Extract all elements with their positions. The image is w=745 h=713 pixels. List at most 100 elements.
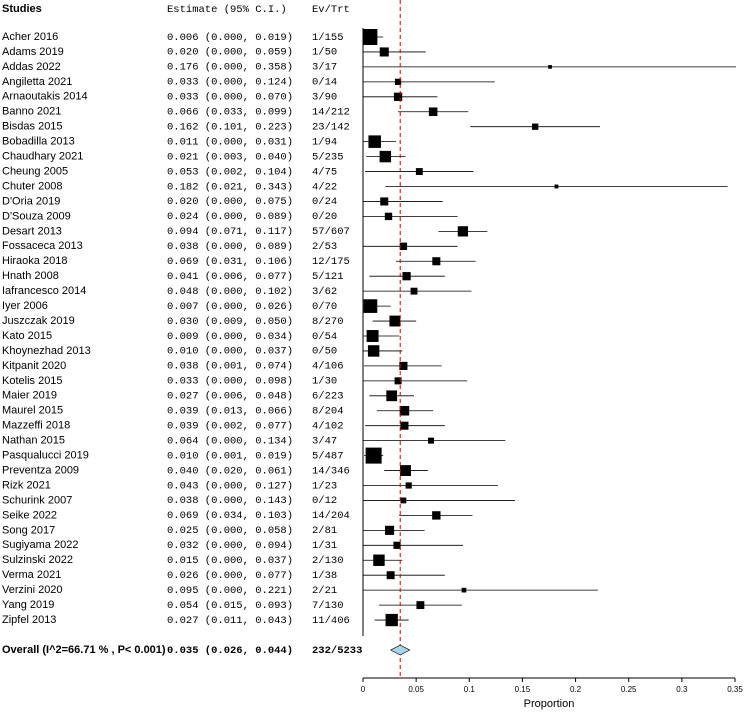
estimate-ci: 0.020 (0.000, 0.075) [167, 196, 293, 208]
estimate-ci: 0.038 (0.001, 0.074) [167, 361, 293, 373]
estimate-box [393, 541, 401, 549]
estimate-box [367, 345, 380, 357]
estimate-box [386, 571, 395, 580]
study-name: Chuter 2008 [2, 180, 63, 192]
events: 4/102 [312, 420, 344, 432]
estimate-ci: 0.066 (0.033, 0.099) [167, 107, 293, 119]
overall-diamond [389, 644, 411, 656]
x-tick-label: 0.1 [464, 685, 476, 694]
study-name: Chaudhary 2021 [2, 151, 83, 163]
estimate-box [461, 587, 467, 593]
study-name: Angiletta 2021 [2, 76, 72, 88]
events: 3/17 [312, 62, 337, 74]
events: 0/24 [312, 196, 337, 208]
estimate-box [416, 601, 425, 610]
events: 1/23 [312, 480, 337, 492]
x-tick-label: 0.2 [570, 685, 582, 694]
estimate-ci: 0.048 (0.000, 0.102) [167, 286, 293, 298]
study-name: Nathan 2015 [2, 435, 65, 447]
events: 5/121 [312, 271, 344, 283]
x-axis-label: Proportion [524, 698, 575, 710]
estimate-ci: 0.069 (0.034, 0.103) [167, 510, 293, 522]
events: 0/12 [312, 495, 337, 507]
estimate-box [405, 482, 412, 489]
estimate-box [399, 405, 410, 416]
events: 3/90 [312, 92, 337, 104]
estimate-box [385, 613, 398, 627]
estimate-box [415, 168, 423, 175]
events: 2/130 [312, 555, 344, 567]
estimate-box [379, 150, 392, 163]
study-name: Arnaoutakis 2014 [2, 91, 88, 103]
events: 1/50 [312, 47, 337, 59]
events: 14/346 [312, 465, 350, 477]
estimate-ci: 0.176 (0.000, 0.358) [167, 62, 293, 74]
overall-label: Overall (I^2=66.71 % , P< 0.001) [2, 644, 166, 656]
study-name: Verzini 2020 [2, 584, 63, 596]
estimate-box [400, 465, 411, 476]
estimate-ci: 0.020 (0.000, 0.059) [167, 47, 293, 59]
estimate-ci: 0.032 (0.000, 0.094) [167, 540, 293, 552]
study-name: Schurink 2007 [2, 494, 72, 506]
estimate-box [386, 390, 398, 402]
study-name: Hnath 2008 [2, 270, 59, 282]
events: 3/62 [312, 286, 337, 298]
events: 1/30 [312, 376, 337, 388]
estimate-box [402, 272, 411, 281]
estimate-box [399, 361, 408, 370]
events: 14/204 [312, 510, 350, 522]
events: 0/70 [312, 301, 337, 313]
events: 12/175 [312, 256, 350, 268]
study-name: Acher 2016 [2, 31, 58, 43]
estimate-ci: 0.009 (0.000, 0.034) [167, 331, 293, 343]
estimate-ci: 0.095 (0.000, 0.221) [167, 585, 293, 597]
estimate-ci: 0.033 (0.000, 0.124) [167, 77, 293, 89]
estimate-box [432, 511, 441, 520]
events: 2/81 [312, 525, 337, 537]
study-name: Bisdas 2015 [2, 121, 63, 133]
estimate-box [428, 107, 438, 117]
estimate-ci: 0.024 (0.000, 0.089) [167, 211, 293, 223]
events: 1/94 [312, 136, 337, 148]
estimate-box [373, 554, 385, 566]
study-name: D'Souza 2009 [2, 210, 71, 222]
estimate-ci: 0.069 (0.031, 0.106) [167, 256, 293, 268]
study-name: Iafrancesco 2014 [2, 285, 86, 297]
estimate-ci: 0.011 (0.000, 0.031) [167, 136, 293, 148]
estimate-box [410, 287, 418, 295]
estimate-ci: 0.010 (0.001, 0.019) [167, 450, 293, 462]
estimate-ci: 0.025 (0.000, 0.058) [167, 525, 293, 537]
estimate-box [393, 92, 403, 101]
study-name: Rizk 2021 [2, 479, 51, 491]
events: 23/142 [312, 121, 350, 133]
estimate-ci: 0.054 (0.015, 0.093) [167, 600, 293, 612]
estimate-ci: 0.021 (0.003, 0.040) [167, 151, 293, 163]
study-name: Mazzeffi 2018 [2, 420, 70, 432]
events: 0/50 [312, 346, 337, 358]
estimate-ci: 0.026 (0.000, 0.077) [167, 570, 293, 582]
study-name: Song 2017 [2, 524, 55, 536]
estimate-box [363, 299, 378, 313]
studies-header: Studies [2, 3, 42, 15]
events: 14/212 [312, 107, 350, 119]
events: 4/22 [312, 181, 337, 193]
estimate-box [379, 47, 389, 57]
x-tick-label: 0.3 [676, 685, 688, 694]
study-name: Seike 2022 [2, 509, 57, 521]
events: 1/155 [312, 32, 344, 44]
estimate-ci: 0.064 (0.000, 0.134) [167, 435, 293, 447]
estimate-ci: 0.053 (0.002, 0.104) [167, 166, 293, 178]
estimate-box [385, 525, 395, 535]
study-name: Sulzinski 2022 [2, 554, 73, 566]
estimate-box [400, 497, 407, 504]
study-name: Pasqualucci 2019 [2, 450, 89, 462]
events: 5/487 [312, 450, 344, 462]
study-name: Cheung 2005 [2, 165, 68, 177]
estimate-ci: 0.038 (0.000, 0.089) [167, 241, 293, 253]
estimate-ci: 0.033 (0.000, 0.098) [167, 376, 293, 388]
estimate-box [432, 257, 441, 266]
events: 0/54 [312, 331, 337, 343]
events: 2/21 [312, 585, 337, 597]
estimate-box [400, 421, 409, 430]
